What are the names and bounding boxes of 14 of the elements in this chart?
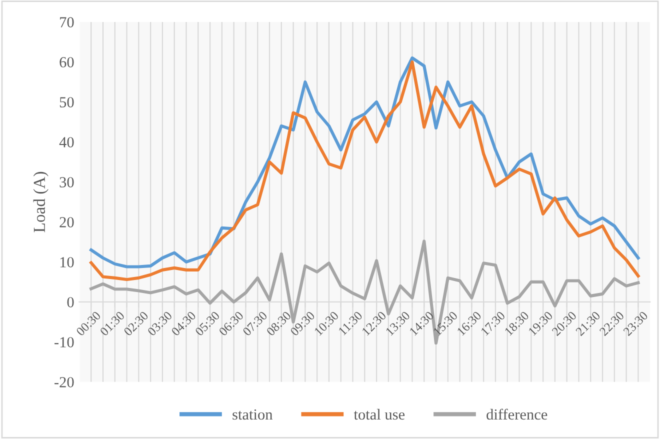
y-axis-title: Load (A) <box>33 172 48 232</box>
y-tick-label: 40 <box>59 137 74 148</box>
y-tick-label: 20 <box>60 217 74 228</box>
y-tick-label: 0 <box>67 297 74 308</box>
legend-label: total use <box>354 408 405 420</box>
legend-label: station <box>232 409 273 420</box>
y-tick-label: 10 <box>60 257 74 268</box>
y-tick-label: -10 <box>54 337 74 348</box>
y-tick-label: 30 <box>60 177 74 188</box>
y-tick-label: 50 <box>60 97 74 108</box>
y-tick-label: -20 <box>54 377 74 388</box>
y-tick-label: 70 <box>60 17 74 28</box>
y-tick-label: 60 <box>60 57 74 68</box>
legend-label: difference <box>486 408 548 420</box>
